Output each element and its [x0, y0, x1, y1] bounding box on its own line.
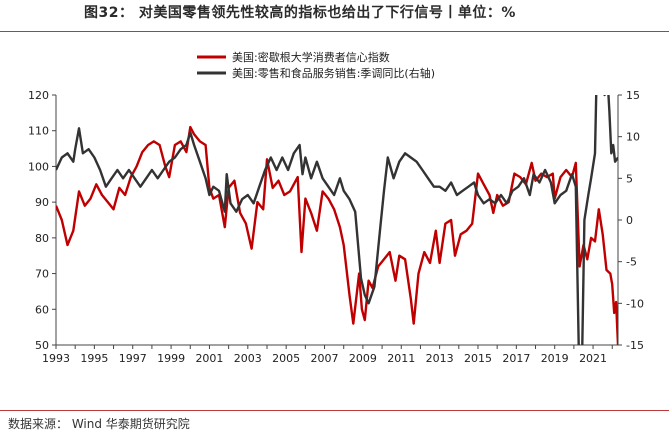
legend-label-series-2: 美国:零售和食品服务销售:季调同比(右轴) — [232, 66, 435, 80]
x-tick-label: 2019 — [541, 352, 569, 365]
left-tick-label: 100 — [28, 160, 49, 173]
source-divider — [0, 410, 669, 411]
x-tick-label: 2005 — [272, 352, 300, 365]
legend-label-series-1: 美国:密歇根大学消费者信心指数 — [232, 50, 390, 64]
right-tick-label: -15 — [626, 339, 644, 352]
left-tick-label: 70 — [35, 268, 49, 281]
x-tick-label: 1993 — [42, 352, 70, 365]
right-tick-label: 0 — [626, 214, 633, 227]
x-tick-label: 2021 — [579, 352, 607, 365]
right-tick-label: -10 — [626, 297, 644, 310]
x-tick-label: 1997 — [119, 352, 147, 365]
x-tick-label: 2017 — [502, 352, 530, 365]
right-tick-label: 5 — [626, 172, 633, 185]
series-line-2 — [56, 95, 618, 345]
left-tick-label: 90 — [35, 196, 49, 209]
right-tick-label: 10 — [626, 131, 640, 144]
right-tick-label: -5 — [626, 256, 637, 269]
x-tick-label: 2003 — [234, 352, 262, 365]
x-tick-label: 2015 — [464, 352, 492, 365]
figure-title-text: 图32： 对美国零售领先性较高的指标也给出了下行信号丨单位：% — [84, 5, 516, 21]
x-tick-label: 1999 — [157, 352, 185, 365]
figure-title: 图32： 对美国零售领先性较高的指标也给出了下行信号丨单位：% — [0, 0, 669, 26]
left-tick-label: 120 — [28, 89, 49, 102]
right-tick-label: 15 — [626, 89, 640, 102]
source-note: 数据来源： Wind 华泰期货研究院 — [8, 417, 190, 431]
x-tick-label: 1995 — [80, 352, 108, 365]
x-tick-label: 2013 — [426, 352, 454, 365]
legend: 美国:密歇根大学消费者信心指数 美国:零售和食品服务销售:季调同比(右轴) — [197, 50, 435, 80]
x-tick-label: 2011 — [387, 352, 415, 365]
left-tick-label: 50 — [35, 339, 49, 352]
left-tick-label: 80 — [35, 232, 49, 245]
left-tick-label: 110 — [28, 125, 49, 138]
x-tick-label: 2001 — [195, 352, 223, 365]
series-line-1 — [56, 125, 618, 345]
series-layer — [56, 95, 618, 345]
chart: 美国:密歇根大学消费者信心指数 美国:零售和食品服务销售:季调同比(右轴) 12… — [28, 50, 644, 365]
x-tick-label: 2009 — [349, 352, 377, 365]
x-tick-label: 2007 — [311, 352, 339, 365]
left-tick-label: 60 — [35, 303, 49, 316]
title-divider — [0, 31, 669, 32]
